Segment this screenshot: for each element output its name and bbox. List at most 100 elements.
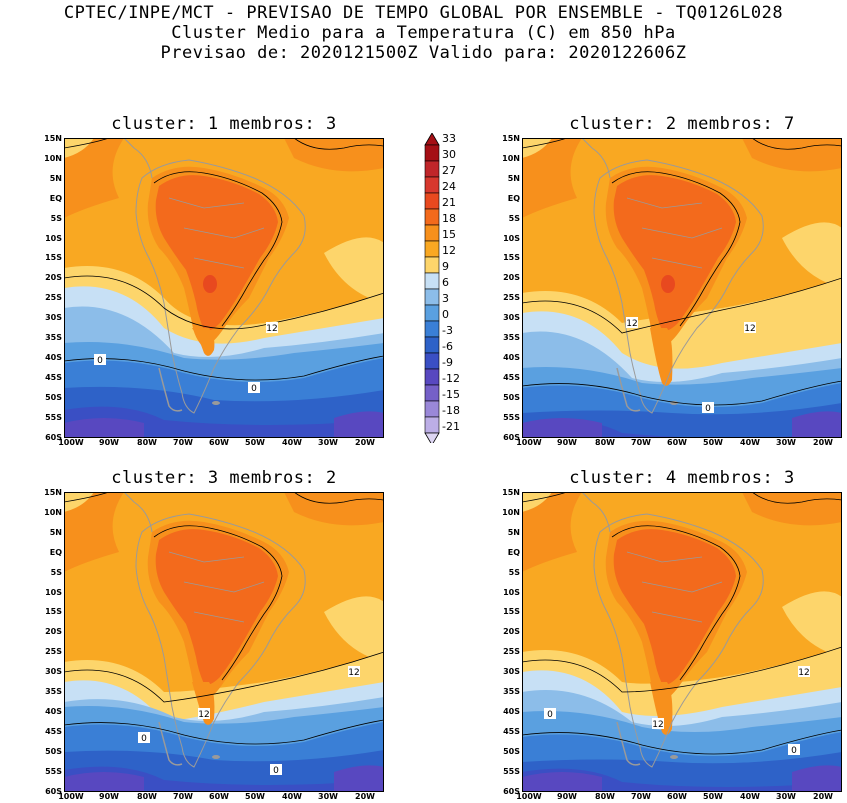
contour-label-bg bbox=[788, 744, 800, 755]
field-18-andes bbox=[650, 682, 673, 735]
coastline bbox=[593, 159, 764, 414]
field-12-nw bbox=[64, 492, 94, 512]
falkland-islands bbox=[670, 755, 678, 759]
contour-label: 0 bbox=[791, 746, 797, 756]
lon-tick-label: 30W bbox=[318, 792, 338, 801]
colorbar bbox=[424, 133, 440, 443]
lon-tick-label: 80W bbox=[595, 438, 615, 447]
lat-tick-label: 40S bbox=[45, 706, 62, 716]
lat-tick-label: 5S bbox=[50, 567, 62, 577]
contour-label: 0 bbox=[547, 710, 553, 720]
lat-tick-label: 5S bbox=[508, 567, 520, 577]
lon-tick-label: 90W bbox=[99, 438, 119, 447]
lat-tick-label: 60S bbox=[503, 432, 520, 442]
field-m9 bbox=[522, 772, 602, 792]
colorbar-swatch bbox=[424, 208, 440, 226]
lat-tick-label: EQ bbox=[507, 547, 520, 557]
lat-tick-label: 20S bbox=[503, 627, 520, 637]
lat-tick-label: 35S bbox=[45, 687, 62, 696]
contour-label-bg bbox=[270, 764, 282, 775]
colorbar-label: -15 bbox=[442, 388, 460, 401]
patagonia-coast bbox=[158, 721, 183, 766]
field-m9 bbox=[64, 772, 144, 792]
contour-label: 0 bbox=[705, 404, 711, 414]
contour-label: 12 bbox=[652, 720, 663, 730]
lat-tick-label: 30S bbox=[45, 667, 62, 677]
lat-tick-label: 15N bbox=[502, 134, 520, 143]
colorbar-label: -18 bbox=[442, 404, 460, 417]
country-borders bbox=[626, 197, 723, 269]
field-21-continent bbox=[155, 175, 278, 331]
contour-label-bg bbox=[348, 666, 360, 677]
lon-tick-label: 90W bbox=[99, 792, 119, 801]
colorbar-label: -3 bbox=[442, 324, 453, 337]
lat-tick-label: 15S bbox=[45, 253, 62, 263]
contour-label: 12 bbox=[744, 324, 755, 334]
colorbar-label: -12 bbox=[442, 372, 460, 385]
contour-21 bbox=[153, 171, 283, 327]
lat-tick-label: 35S bbox=[45, 333, 62, 342]
field-21-continent bbox=[613, 175, 736, 331]
contour-21 bbox=[611, 525, 741, 681]
field-18-nw bbox=[64, 492, 124, 572]
lon-tick-label: 60W bbox=[667, 438, 687, 447]
lon-tick-label: 80W bbox=[595, 792, 615, 801]
coastline bbox=[593, 513, 764, 768]
map-frame bbox=[64, 138, 384, 438]
field-m9-east bbox=[792, 765, 842, 792]
lon-tick-label: 70W bbox=[631, 792, 651, 801]
contour-label: 0 bbox=[273, 766, 279, 776]
lat-tick-label: 15S bbox=[45, 607, 62, 617]
lon-tick-label: 90W bbox=[557, 438, 577, 447]
colorbar-swatch bbox=[424, 288, 440, 306]
contour-12 bbox=[64, 651, 384, 703]
colorbar-swatch bbox=[424, 240, 440, 258]
lon-tick-label: 40W bbox=[282, 438, 302, 447]
lat-tick-label: 10S bbox=[503, 233, 520, 243]
central-america-coast bbox=[133, 147, 153, 179]
lat-tick-label: 30S bbox=[503, 667, 520, 677]
field-12-nw bbox=[64, 138, 94, 158]
colorbar-swatch bbox=[424, 272, 440, 290]
field-24-hotspot bbox=[661, 275, 675, 293]
lon-tick-label: 30W bbox=[776, 438, 796, 447]
field-18-andes bbox=[192, 328, 215, 356]
lat-tick-label: 25S bbox=[45, 293, 62, 303]
contour-label-bg bbox=[626, 317, 638, 328]
lat-tick-label: 60S bbox=[45, 786, 62, 796]
field-18-nw bbox=[522, 492, 582, 572]
map-svg: 12 12 0 0 bbox=[522, 492, 842, 792]
lat-tick-label: 50S bbox=[45, 392, 62, 402]
lat-tick-label: 10S bbox=[45, 587, 62, 597]
map-panel-cluster-1: 12 0 0 bbox=[64, 138, 384, 438]
field-m9 bbox=[64, 418, 144, 438]
lon-tick-label: 70W bbox=[173, 438, 193, 447]
lon-tick-label: 50W bbox=[245, 438, 265, 447]
colorbar-swatch bbox=[424, 304, 440, 322]
central-america-coast bbox=[133, 501, 153, 533]
map-frame bbox=[522, 492, 842, 792]
contour-label-bg bbox=[248, 382, 260, 393]
lat-tick-label: 40S bbox=[503, 706, 520, 716]
lat-tick-label: 20S bbox=[45, 273, 62, 283]
lon-tick-label: 20W bbox=[813, 438, 833, 447]
colorbar-swatch bbox=[424, 176, 440, 194]
field-12-nw bbox=[522, 138, 552, 158]
panel-title-3: cluster: 3 membros: 2 bbox=[111, 468, 337, 488]
lat-tick-label: 50S bbox=[45, 746, 62, 756]
central-america-coast bbox=[591, 501, 611, 533]
colorbar-swatch bbox=[424, 160, 440, 178]
lat-tick-label: 25S bbox=[45, 647, 62, 657]
colorbar-label: 33 bbox=[442, 132, 456, 145]
map-frame bbox=[64, 492, 384, 792]
lat-tick-label: 10N bbox=[502, 153, 520, 163]
coastline bbox=[135, 513, 306, 768]
contour-label-bg bbox=[544, 708, 556, 719]
header-line-3: Previsao de: 2020121500Z Valido para: 20… bbox=[160, 43, 687, 63]
field-18-andes bbox=[650, 328, 673, 386]
panel-title-2: cluster: 2 membros: 7 bbox=[569, 114, 795, 134]
contour-12 bbox=[522, 277, 842, 334]
lon-tick-label: 80W bbox=[137, 792, 157, 801]
contour-label-bg bbox=[198, 708, 210, 719]
contour-label: 12 bbox=[266, 324, 277, 334]
